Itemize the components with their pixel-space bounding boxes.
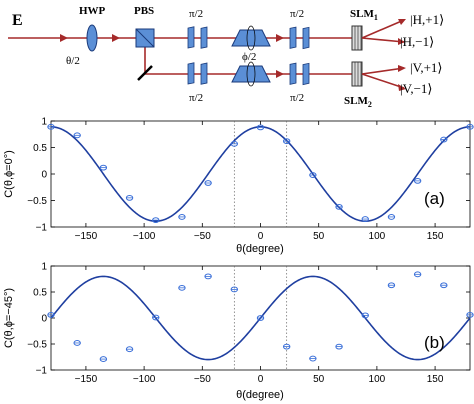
arrowhead-icon [276,34,284,42]
plot-b-content: −1 −0.5 0 0.5 1 −150 −100 −50 0 50 100 150 [27,262,474,385]
y-tick-label: −1 [36,223,48,234]
slm2-out-beam-up [361,67,405,75]
pbs-label: PBS [134,5,154,17]
y-tick-label: 1 [41,117,47,128]
y-tick-label: 0 [41,170,47,181]
rotation-arrow-icon [246,61,256,87]
x-tick-label: −100 [133,231,156,242]
arrowhead-icon [398,19,406,25]
x-tick-label: 150 [427,374,444,385]
arrowhead-icon [398,65,406,72]
slm2-label: SLM2 [344,95,372,109]
slm1-out-beam-down [361,37,405,43]
upper-qwp-3-icon [289,26,297,49]
x-axis-label-b: θ(degree) [236,389,284,401]
panel-tag-a: (a) [424,189,445,208]
y-tick-label: 0 [41,314,47,325]
output-h-plus: |H,+1⟩ [410,12,444,27]
x-tick-label: −50 [194,231,211,242]
x-tick-label: 0 [258,231,264,242]
output-v-minus: |V,−1⟩ [400,81,432,96]
x-tick-label: 50 [313,231,325,242]
slm2-icon [351,61,363,87]
x-tick-label: −150 [75,374,98,385]
x-tick-label: 50 [313,374,325,385]
hwp-label: HWP [79,5,106,17]
arrowhead-icon [60,34,68,42]
slm2-out-beam-down [361,73,405,89]
y-tick-label: 0.5 [33,143,47,154]
arrowhead-icon [398,38,405,45]
y-axis-label-a: C(θ,ϕ=0°) [3,150,15,198]
lower-pi2-left-label: π/2 [189,92,203,104]
y-axis-label-b: C(θ,ϕ=−45°) [3,288,15,348]
x-tick-label: 0 [258,374,264,385]
arrowhead-icon [276,70,284,78]
lower-pi2-right-label: π/2 [290,92,304,104]
x-tick-label: −100 [133,374,156,385]
lower-qwp-1-icon [187,62,195,85]
optical-setup: E HWP θ/2 PBS π/2 π/2 π/2 ϕ/2 π/2 [8,5,444,109]
y-tick-label: −0.5 [27,340,47,351]
upper-qwp-2-icon [200,26,208,49]
input-label: E [12,12,23,29]
chart-panel-b: −1 −0.5 0 0.5 1 −150 −100 −50 0 50 100 150 C(θ,ϕ=−4… [3,262,474,401]
lower-dove-prism-icon [231,65,271,83]
output-h-minus: |H,−1⟩ [400,34,434,49]
phi2-label: ϕ/2 [242,51,256,63]
y-tick-label: 1 [41,262,47,273]
pbs-diagonal [135,28,155,48]
upper-pi2-right-label: π/2 [290,8,304,20]
arrowhead-icon [112,34,120,42]
slm1-out-beam-up [361,19,405,39]
slm1-icon [351,25,363,51]
output-v-plus: |V,+1⟩ [410,60,442,75]
upper-qwp-4-icon [302,26,310,50]
mirror-icon [137,65,153,81]
lower-qwp-3-icon [289,62,297,85]
hwp-angle-label: θ/2 [66,55,80,67]
x-tick-label: 100 [369,231,386,242]
lower-qwp-2-icon [200,62,208,85]
x-axis-label-a: θ(degree) [236,243,284,255]
slm1-label: SLM1 [350,8,378,22]
panel-tag-b: (b) [424,333,445,352]
y-tick-label: −0.5 [27,196,47,207]
fit-curve [50,126,471,222]
x-tick-label: −50 [194,374,211,385]
x-tick-label: 100 [369,374,386,385]
upper-qwp-1-icon [187,26,195,49]
x-tick-label: 150 [427,231,444,242]
upper-pi2-left-label: π/2 [189,8,203,20]
hwp-icon [86,24,98,52]
y-tick-label: 0.5 [33,288,47,299]
lower-qwp-4-icon [302,62,310,86]
y-tick-label: −1 [36,366,48,377]
rotation-arrow-icon [246,25,256,51]
plot-a-content: −1 −0.5 0 0.5 1 −150 −100 −50 0 50 100 150 [27,117,474,242]
x-tick-label: −150 [75,231,98,242]
chart-panel-a: −1 −0.5 0 0.5 1 −150 −100 −50 0 50 100 150 C(θ,ϕ=0°… [3,117,474,255]
plot-frame-a [50,120,471,228]
upper-dove-prism-icon [231,29,271,47]
arrowhead-icon [398,84,406,91]
